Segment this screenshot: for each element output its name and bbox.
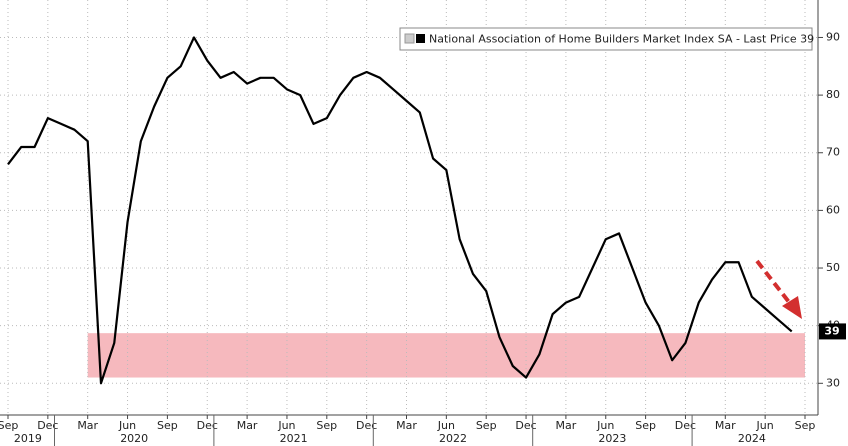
- x-tick-label: Mar: [77, 419, 98, 432]
- x-tick-label: Dec: [675, 419, 696, 432]
- x-tick-label: Sep: [635, 419, 656, 432]
- year-label: 2022: [439, 432, 467, 445]
- legend-box: [399, 27, 813, 51]
- x-tick-label: Sep: [157, 419, 178, 432]
- x-tick-label: Sep: [795, 419, 816, 432]
- x-tick-label: Sep: [476, 419, 497, 432]
- x-tick-label: Jun: [437, 419, 455, 432]
- x-tick-label: Dec: [356, 419, 377, 432]
- last-price-label: 39: [824, 324, 839, 337]
- legend-label: National Association of Home Builders Ma…: [429, 33, 814, 46]
- y-tick-label: 30: [826, 376, 840, 389]
- year-label: 2023: [598, 432, 626, 445]
- x-tick-label: Dec: [515, 419, 536, 432]
- year-label: 2019: [14, 432, 42, 445]
- x-tick-label: Mar: [396, 419, 417, 432]
- arrow-head: [782, 296, 802, 319]
- arrow-annotation: [755, 259, 794, 308]
- x-tick-label: Sep: [316, 419, 337, 432]
- x-tick-label: Mar: [237, 419, 258, 432]
- x-tick-label: Sep: [0, 419, 18, 432]
- legend-swatch: [416, 34, 425, 43]
- x-tick-label: Dec: [37, 419, 58, 432]
- x-tick-label: Mar: [715, 419, 736, 432]
- legend-icon: [404, 33, 415, 44]
- x-tick-label: Jun: [118, 419, 136, 432]
- series-line: [7, 36, 793, 385]
- y-tick-label: 70: [826, 146, 840, 159]
- year-label: 2021: [280, 432, 308, 445]
- y-tick-label: 80: [826, 88, 840, 101]
- shaded-band: [87, 333, 805, 378]
- x-tick-label: Dec: [197, 419, 218, 432]
- x-tick-label: Jun: [277, 419, 295, 432]
- y-tick-label: 60: [826, 203, 840, 216]
- last-price-box: [819, 323, 846, 340]
- x-tick-label: Jun: [596, 419, 614, 432]
- y-tick-label: 50: [826, 261, 840, 274]
- x-tick-label: Mar: [556, 419, 577, 432]
- x-tick-label: Jun: [756, 419, 774, 432]
- y-tick-label: 90: [826, 30, 840, 43]
- year-label: 2024: [738, 432, 766, 445]
- year-label: 2020: [120, 432, 148, 445]
